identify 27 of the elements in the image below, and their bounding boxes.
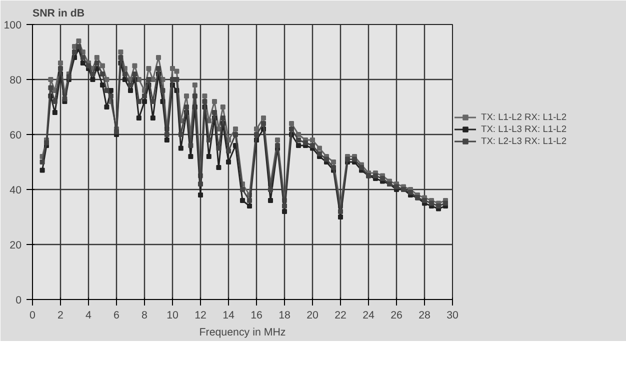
x-tick-label: 22 [334,310,346,322]
y-tick-label: 100 [4,20,22,32]
x-tick-label: 0 [30,310,36,322]
y-tick-label: 0 [16,294,22,306]
legend-label: TX: L1-L2 RX: L1-L2 [481,111,567,123]
x-tick-label: 18 [278,310,290,322]
x-tick-label: 6 [114,310,120,322]
x-tick-label: 30 [446,310,458,322]
legend-label: TX: L1-L3 RX: L1-L2 [481,123,567,135]
y-tick-label: 60 [10,130,22,142]
x-tick-label: 20 [306,310,318,322]
x-tick-label: 26 [390,310,402,322]
x-tick-label: 24 [362,310,374,322]
x-tick-label: 10 [166,310,178,322]
x-tick-label: 16 [250,310,262,322]
x-tick-label: 14 [222,310,234,322]
y-tick-label: 40 [10,184,22,196]
y-tick-label: 80 [10,74,22,86]
y-axis-title: SNR in dB [32,8,85,20]
x-tick-label: 28 [418,310,430,322]
x-tick-label: 2 [58,310,64,322]
x-tick-label: 4 [86,310,92,322]
x-axis-title: Frequency in MHz [199,326,286,338]
y-tick-label: 20 [10,240,22,252]
x-tick-label: 8 [142,310,148,322]
x-tick-label: 12 [194,310,206,322]
legend-label: TX: L2-L3 RX: L1-L2 [481,135,567,147]
